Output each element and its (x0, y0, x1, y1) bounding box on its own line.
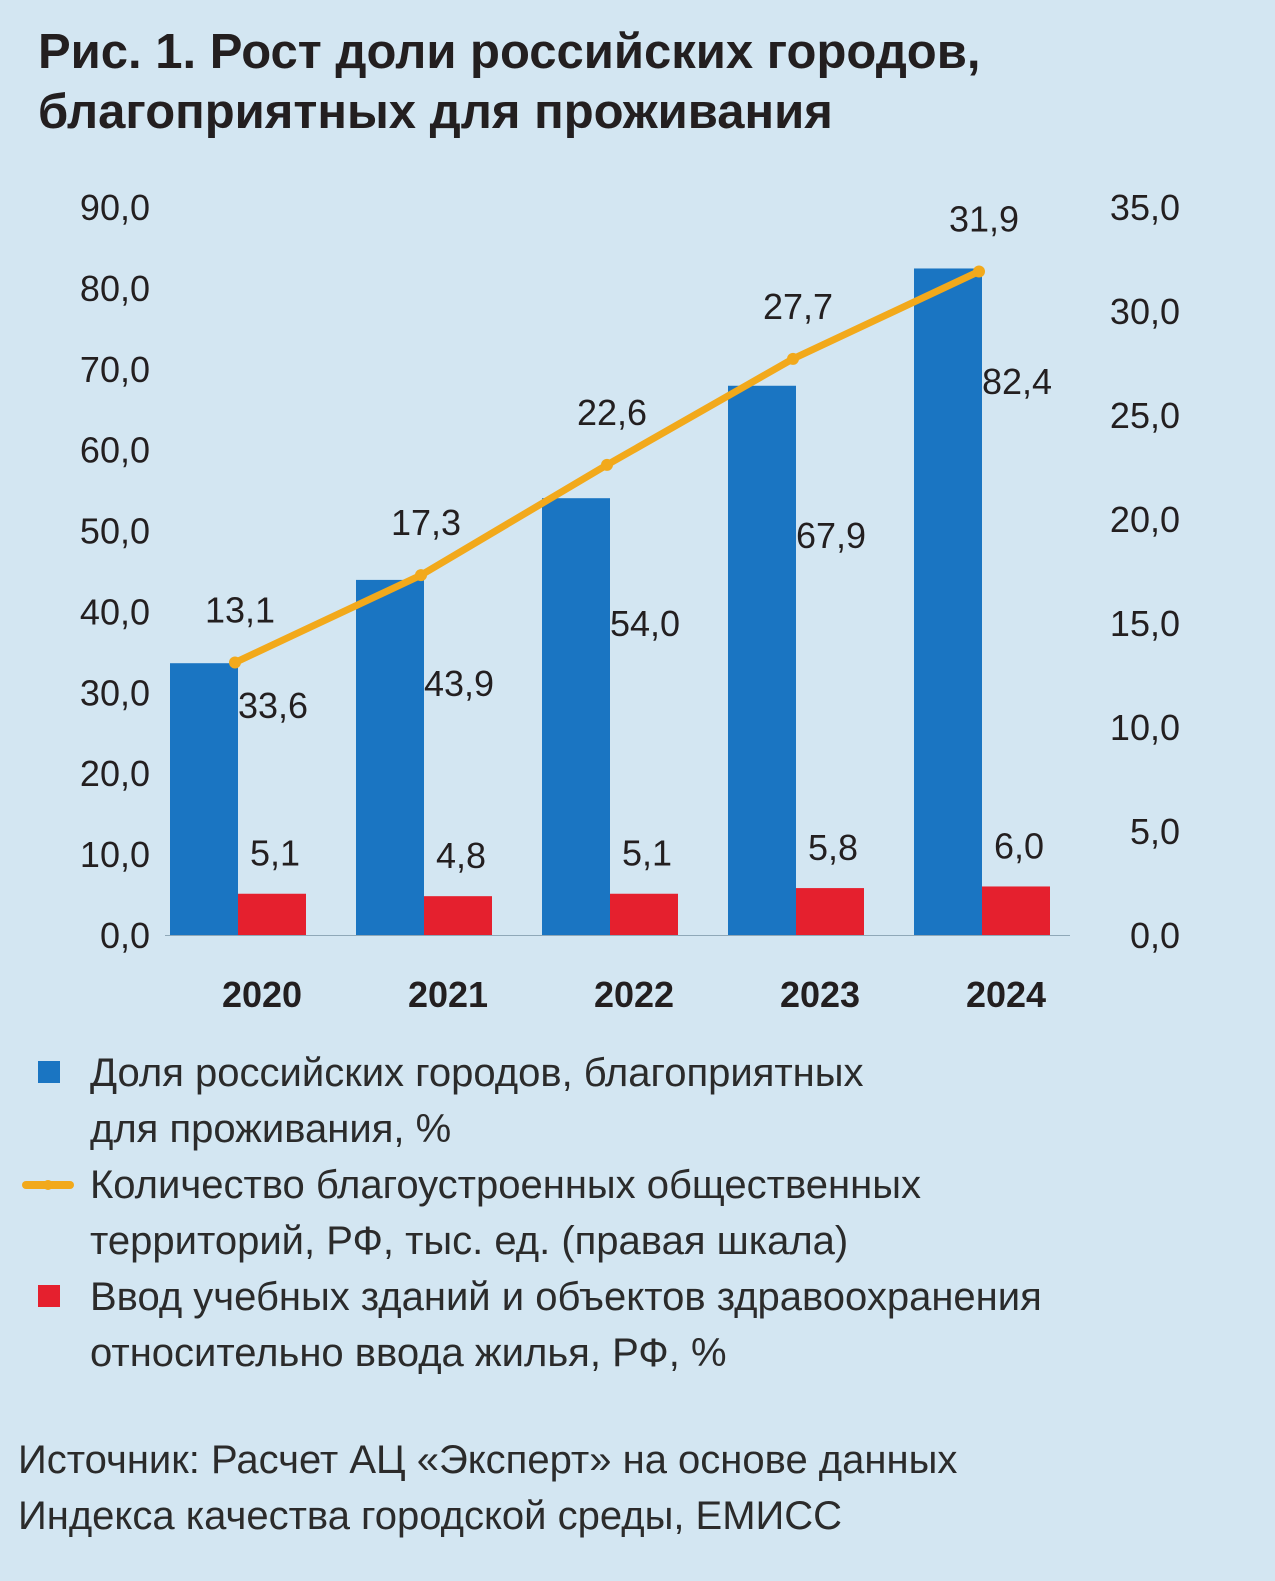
blue-bar (914, 268, 982, 935)
legend-label: Количество благоустроенных общественных (90, 1163, 921, 1207)
left-axis-tick-label: 30,0 (80, 672, 150, 713)
chart-title: Рис. 1. Рост доли российских городов, бл… (38, 22, 1238, 142)
blue-bar-data-label: 54,0 (610, 603, 680, 644)
left-axis-tick-label: 80,0 (80, 268, 150, 309)
legend-item-share: Доля российских городов, благоприятных д… (22, 1045, 1262, 1157)
chart-plot: 0,0 10,0 20,0 30,0 40,0 50,0 60,0 70,0 80,0 90,0 0… (80, 187, 1180, 1015)
source-note: Источник: Расчет АЦ «Эксперт» на основе … (18, 1432, 1258, 1544)
legend-label: территорий, РФ, тыс. ед. (правая шкала) (90, 1219, 849, 1263)
red-bar-data-label: 4,8 (436, 835, 486, 876)
territories-line-data-label: 13,1 (205, 590, 275, 631)
blue-bar (542, 498, 610, 935)
red-bar (796, 888, 864, 935)
legend-label: Ввод учебных зданий и объектов здравоохр… (90, 1275, 1042, 1319)
legend-marker-blue-square (38, 1061, 60, 1083)
legend-marker-red-square (38, 1285, 60, 1307)
left-axis-tick-label: 60,0 (80, 430, 150, 471)
legend-label: для проживания, % (90, 1107, 452, 1151)
right-axis-tick-label: 25,0 (1110, 395, 1180, 436)
red-bar (424, 896, 492, 935)
territories-line-point (415, 569, 427, 582)
right-axis-tick-label: 0,0 (1130, 915, 1180, 956)
blue-bar-data-label: 82,4 (982, 361, 1052, 402)
x-axis-tick-label: 2024 (966, 974, 1046, 1015)
red-bar-data-label: 5,8 (808, 827, 858, 868)
red-bar-data-label: 5,1 (250, 833, 300, 874)
blue-bar-data-label: 33,6 (238, 685, 308, 726)
source-line-1: Источник: Расчет АЦ «Эксперт» на основе … (18, 1438, 958, 1482)
chart-title-line-2: благоприятных для проживания (38, 85, 833, 139)
territories-line-point (229, 656, 241, 669)
x-axis-tick-label: 2020 (222, 974, 302, 1015)
blue-bar (170, 663, 238, 935)
right-axis-tick-label: 30,0 (1110, 291, 1180, 332)
left-axis-tick-label: 50,0 (80, 511, 150, 552)
legend-item-education-health: Ввод учебных зданий и объектов здравоохр… (22, 1269, 1262, 1381)
territories-line-point (787, 352, 799, 365)
territories-line-data-label: 31,9 (949, 198, 1019, 239)
blue-bar-data-label: 43,9 (424, 663, 494, 704)
left-axis-tick-label: 20,0 (80, 753, 150, 794)
left-axis-tick-label: 10,0 (80, 834, 150, 875)
red-bar (610, 893, 678, 935)
left-axis-tick-label: 0,0 (100, 915, 150, 956)
left-axis-tick-label: 90,0 (80, 187, 150, 228)
territories-line-data-label: 17,3 (391, 502, 461, 543)
blue-bar (356, 579, 424, 935)
chart-legend: Доля российских городов, благоприятных д… (22, 1045, 1262, 1381)
territories-line-point (601, 458, 613, 471)
red-bar-data-label: 6,0 (994, 825, 1044, 866)
blue-bar-data-label: 67,9 (796, 515, 866, 556)
red-bar (982, 886, 1050, 935)
right-axis-tick-label: 10,0 (1110, 707, 1180, 748)
legend-marker-orange-line (22, 1180, 74, 1190)
legend-label: Доля российских городов, благоприятных (90, 1051, 864, 1095)
x-axis-tick-label: 2022 (594, 974, 674, 1015)
x-axis-tick-label: 2023 (780, 974, 860, 1015)
source-line-2: Индекса качества городской среды, ЕМИСС (18, 1494, 843, 1538)
right-axis-tick-label: 20,0 (1110, 499, 1180, 540)
blue-bar (728, 385, 796, 936)
territories-line-data-label: 27,7 (763, 286, 833, 327)
legend-item-territories: Количество благоустроенных общественных … (22, 1157, 1262, 1269)
right-axis-tick-label: 15,0 (1110, 603, 1180, 644)
red-bar (238, 893, 306, 935)
red-bar-data-label: 5,1 (622, 833, 672, 874)
territories-line-point (973, 265, 985, 278)
territories-line-data-label: 22,6 (577, 392, 647, 433)
x-axis-tick-label: 2021 (408, 974, 488, 1015)
chart-title-line-1: Рис. 1. Рост доли российских городов, (38, 25, 981, 79)
left-axis-tick-label: 40,0 (80, 591, 150, 632)
left-axis-tick-label: 70,0 (80, 349, 150, 390)
right-axis-tick-label: 35,0 (1110, 187, 1180, 228)
right-axis-tick-label: 5,0 (1130, 811, 1180, 852)
legend-label: относительно ввода жилья, РФ, % (90, 1331, 727, 1375)
